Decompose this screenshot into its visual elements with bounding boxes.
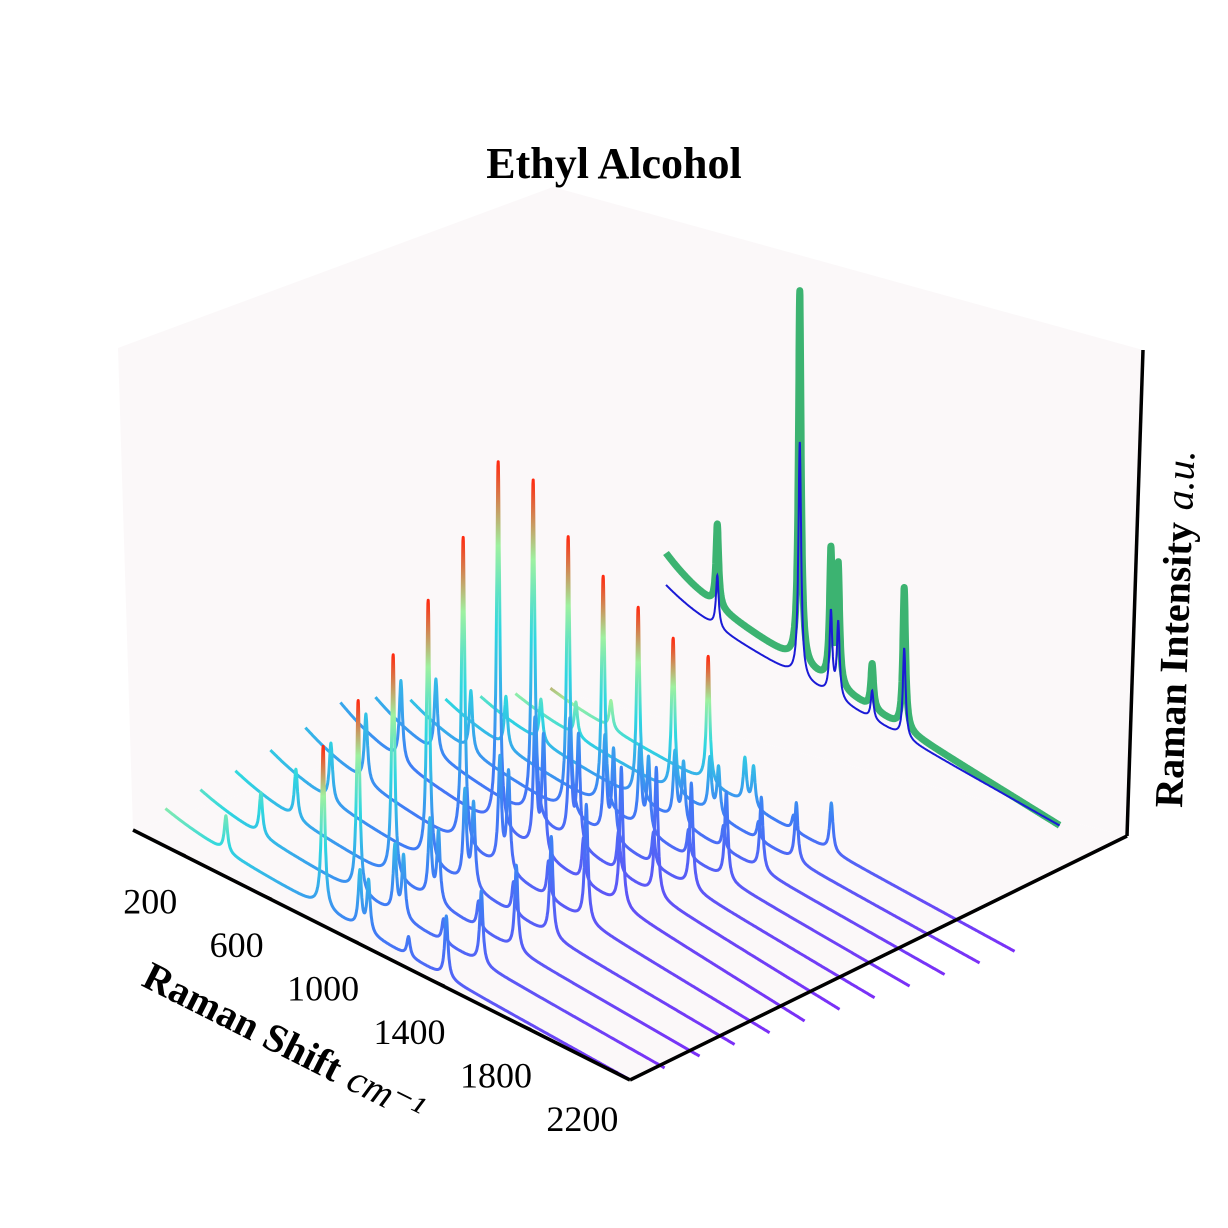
x-tick-mark (517, 1022, 532, 1032)
x-tick-mark (171, 848, 186, 858)
x-tick-label: 1000 (287, 969, 359, 1009)
spectrum-trace (514, 636, 981, 965)
x-tick-mark (430, 978, 446, 988)
x-tick-mark (603, 1065, 619, 1075)
z-axis-line (1125, 349, 1145, 837)
spectrum-trace (199, 699, 666, 1070)
x-tick-label: 1800 (460, 1056, 532, 1096)
spectrum-trace (479, 605, 946, 976)
x-tick-mark (258, 891, 273, 901)
x-tick-label: 600 (210, 925, 264, 965)
chart-title: Ethyl Alcohol (486, 139, 742, 188)
z-axis-label: Raman Intensity (1146, 521, 1201, 808)
x-tick-mark (344, 935, 359, 945)
spectrum-trace (409, 535, 876, 1000)
x-tick-label: 200 (123, 882, 177, 922)
side-panel-mean-line (665, 441, 1061, 827)
spectrum-trace (304, 535, 771, 1035)
x-tick-label: 1400 (374, 1012, 446, 1052)
spectrum-trace (549, 654, 1016, 953)
x-tick-label: 2200 (546, 1099, 618, 1139)
side-panel-spectrum (663, 287, 1063, 829)
spectra-traces (164, 460, 1016, 1081)
spectrum-trace (164, 744, 631, 1081)
spectrum-trace (269, 598, 736, 1046)
x-axis-unit: cm⁻¹ (340, 1056, 431, 1132)
spectrum-trace (444, 574, 911, 988)
svg-text:Raman Intensity a.u.: Raman Intensity a.u. (1146, 449, 1203, 808)
y-axis-line (629, 834, 1128, 1082)
side-panel-envelope (663, 287, 1063, 829)
z-axis-label-group: Raman Intensity a.u. (1146, 449, 1203, 808)
spectrum-trace (234, 653, 701, 1058)
floor-pane (133, 690, 1127, 1080)
back-pane-right (553, 187, 1143, 836)
z-axis-unit: a.u. (1156, 449, 1203, 511)
x-ticks: 200 600 1000 1400 1800 2200 (123, 848, 619, 1139)
spectrum-trace (339, 460, 806, 1023)
x-axis-line (132, 828, 631, 1082)
spectrum-trace (374, 478, 841, 1011)
